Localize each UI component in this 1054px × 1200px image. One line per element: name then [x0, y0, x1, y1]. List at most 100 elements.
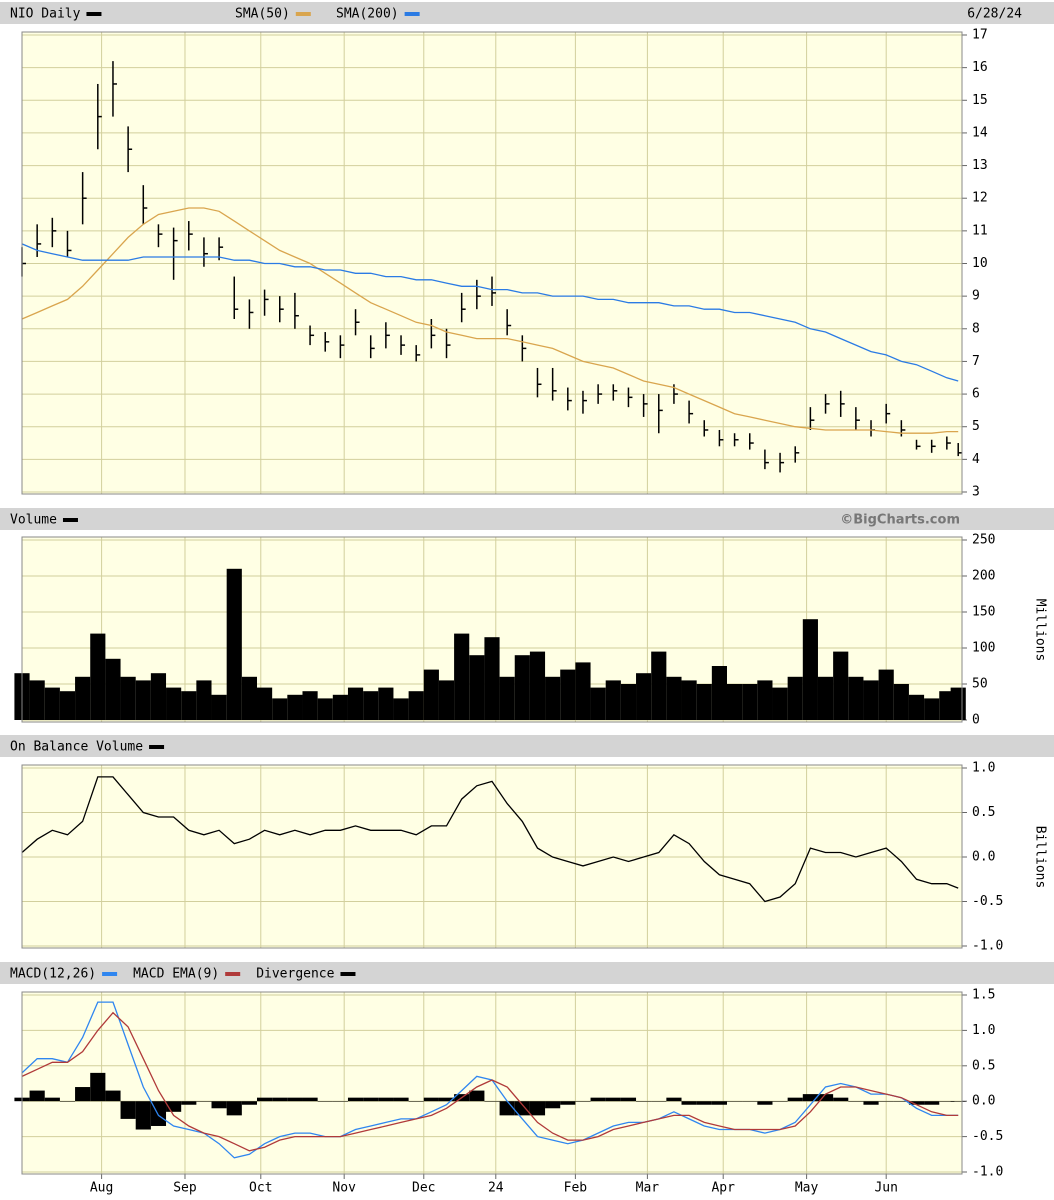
y-tick-label: 1.5 — [972, 988, 995, 1003]
plot-frame — [21, 991, 963, 1175]
histogram-bar — [241, 676, 257, 720]
legend-label: Divergence — [256, 967, 334, 982]
x-tick-label: 24 — [488, 1181, 504, 1196]
y-tick-label: 50 — [972, 677, 988, 692]
panel-header — [0, 735, 1054, 757]
plot-frame — [21, 536, 963, 723]
histogram-bar — [590, 1097, 606, 1102]
legend-swatch — [62, 518, 78, 522]
histogram-bar — [135, 1101, 151, 1130]
y-tick-label: 12 — [972, 191, 988, 206]
legend-label: SMA(50) — [235, 7, 290, 22]
histogram-bar — [347, 1097, 364, 1102]
y-tick-label: 250 — [972, 533, 995, 548]
histogram-bar — [514, 1101, 530, 1116]
date-label: 6/28/24 — [967, 7, 1022, 22]
histogram-bar — [514, 655, 530, 720]
histogram-bar — [226, 1101, 242, 1116]
x-tick-label: Sep — [173, 1181, 197, 1196]
legend-swatch — [149, 745, 165, 749]
histogram-bar — [484, 1101, 500, 1102]
histogram-bar — [605, 680, 621, 720]
histogram-bar — [302, 1097, 318, 1102]
histogram-bar — [787, 1097, 803, 1102]
histogram-bar — [181, 1101, 197, 1105]
histogram-bar — [545, 1101, 561, 1109]
histogram-bar — [924, 1101, 940, 1105]
histogram-bar — [408, 1101, 424, 1102]
legend-swatch — [295, 12, 311, 16]
histogram-bar — [59, 1101, 76, 1102]
histogram-bar — [196, 680, 212, 720]
histogram-bar — [120, 1101, 136, 1119]
histogram-bar — [666, 676, 682, 720]
histogram-bar — [696, 1101, 712, 1105]
histogram-bar — [347, 687, 364, 720]
histogram-bar — [317, 698, 333, 720]
histogram-bar — [620, 1097, 637, 1102]
histogram-bar — [802, 619, 818, 720]
histogram-bar — [605, 1097, 621, 1102]
histogram-bar — [575, 1101, 591, 1102]
y-tick-label: 15 — [972, 93, 988, 108]
histogram-bar — [211, 1101, 227, 1109]
legend-label: MACD(12,26) — [10, 967, 96, 982]
histogram-bar — [150, 673, 167, 720]
histogram-bar — [908, 694, 925, 720]
histogram-bar — [950, 1101, 966, 1102]
histogram-bar — [727, 1101, 743, 1102]
y-tick-label: 0 — [972, 713, 980, 728]
histogram-bar — [878, 669, 894, 720]
histogram-bar — [620, 684, 637, 720]
legend-label: On Balance Volume — [10, 740, 143, 755]
histogram-bar — [529, 651, 546, 720]
y-tick-label: 8 — [972, 321, 980, 336]
y-tick-label: -1.0 — [972, 1165, 1003, 1180]
watermark: ©BigCharts.com — [840, 513, 960, 528]
x-tick-label: Nov — [332, 1181, 356, 1196]
histogram-bar — [196, 1101, 212, 1102]
y-tick-label: -0.5 — [972, 1129, 1003, 1144]
x-tick-label: Dec — [412, 1181, 435, 1196]
histogram-bar — [590, 687, 606, 720]
x-tick-label: Aug — [90, 1181, 113, 1196]
y-tick-label: 200 — [972, 569, 995, 584]
histogram-bar — [363, 691, 379, 720]
histogram-bar — [484, 637, 500, 720]
histogram-bar — [863, 1101, 879, 1105]
y-tick-label: 0.0 — [972, 850, 995, 865]
histogram-bar — [257, 687, 273, 720]
histogram-bar — [651, 651, 667, 720]
histogram-bar — [499, 676, 515, 720]
histogram-bar — [469, 655, 485, 720]
histogram-bar — [393, 1097, 409, 1102]
panel-header — [0, 962, 1054, 984]
x-tick-label: Apr — [711, 1181, 735, 1196]
histogram-bar — [287, 694, 303, 720]
histogram-bar — [75, 676, 91, 720]
y-tick-label: 1.0 — [972, 1023, 995, 1038]
histogram-bar — [757, 1101, 773, 1105]
histogram-bar — [817, 1094, 834, 1102]
histogram-bar — [302, 691, 318, 720]
legend-swatch — [102, 972, 118, 976]
y-tick-label: 16 — [972, 60, 988, 75]
histogram-bar — [393, 698, 409, 720]
histogram-bar — [681, 680, 697, 720]
y-tick-label: 17 — [972, 28, 988, 43]
histogram-bar — [75, 1087, 91, 1102]
histogram-bar — [226, 568, 242, 720]
histogram-bar — [378, 687, 394, 720]
histogram-bar — [105, 658, 121, 720]
y-tick-label: 0.0 — [972, 1094, 995, 1109]
histogram-bar — [939, 1101, 955, 1102]
series-line — [21, 1011, 959, 1152]
histogram-bar — [924, 698, 940, 720]
panel-header — [0, 508, 1054, 530]
histogram-bar — [363, 1097, 379, 1102]
histogram-bar — [120, 676, 136, 720]
y-tick-label: 100 — [972, 641, 995, 656]
series-line — [21, 243, 959, 382]
histogram-bar — [727, 684, 743, 720]
histogram-bar — [711, 1101, 727, 1105]
